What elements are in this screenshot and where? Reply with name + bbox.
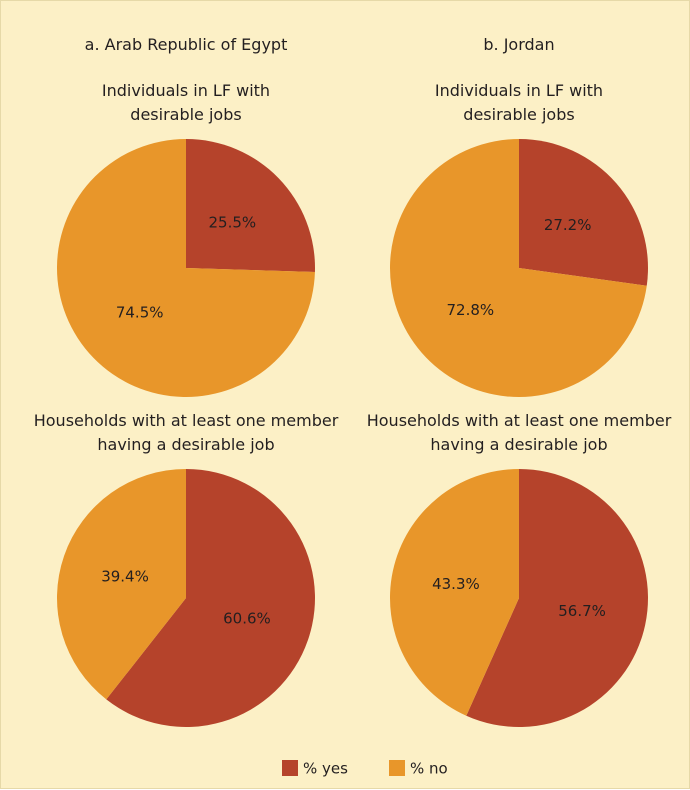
panel-title: a. Arab Republic of Egypt bbox=[84, 35, 288, 54]
pie-slice bbox=[390, 139, 647, 398]
legend-label: % no bbox=[410, 760, 448, 778]
chart-title: Households with at least one member havi… bbox=[366, 411, 672, 454]
data-label: 72.8% bbox=[447, 301, 495, 319]
pie-slice bbox=[56, 469, 186, 700]
chart-title: Households with at least one member havi… bbox=[33, 411, 339, 454]
panel-title: b. Jordan bbox=[483, 35, 555, 54]
chart-title: Individuals in LF with desirable jobs bbox=[434, 81, 604, 124]
pie-slice bbox=[389, 468, 519, 716]
chart-title: Individuals in LF with desirable jobs bbox=[101, 81, 271, 124]
legend-swatch bbox=[282, 760, 298, 776]
data-label: 74.5% bbox=[116, 303, 164, 321]
data-label: 39.4% bbox=[101, 567, 149, 585]
pie-slice bbox=[466, 469, 648, 727]
data-label: 60.6% bbox=[223, 610, 271, 628]
data-label: 27.2% bbox=[544, 216, 592, 234]
legend-label: % yes bbox=[303, 760, 348, 778]
pie-slice bbox=[186, 139, 315, 273]
legend-swatch bbox=[389, 760, 405, 776]
data-label: 43.3% bbox=[432, 575, 480, 593]
data-label: 56.7% bbox=[558, 602, 606, 620]
pie-slice bbox=[106, 469, 315, 728]
pie-slice bbox=[56, 139, 315, 397]
data-label: 25.5% bbox=[208, 214, 256, 232]
pie-slice bbox=[519, 139, 648, 286]
